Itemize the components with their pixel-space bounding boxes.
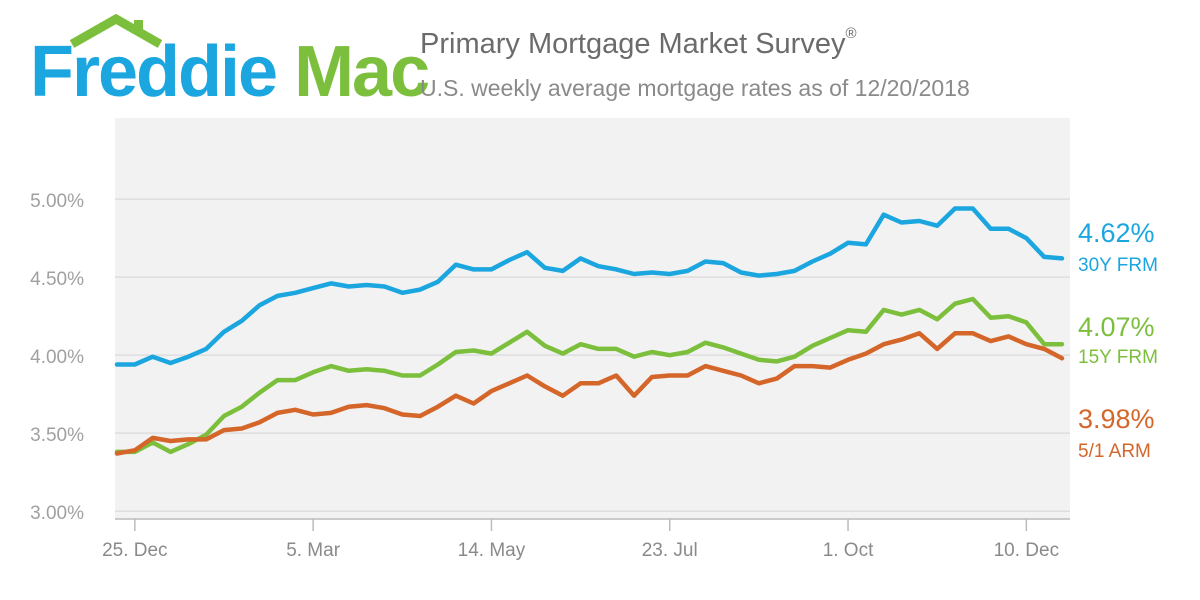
house-roof-icon — [69, 14, 163, 48]
y-tick-label: 5.00% — [30, 191, 84, 212]
logo-word-mac: Mac — [294, 32, 430, 112]
end-label-name-frm15: 15Y FRM — [1078, 347, 1158, 368]
end-label-value-arm51: 3.98% — [1078, 404, 1155, 434]
x-axis-ticks: 25. Dec 5. Mar 14. May 23. Jul 1. Oct 10. Dec — [102, 519, 1059, 561]
x-tick-label: 5. Mar — [286, 540, 341, 561]
series-30y-frm-line — [114, 206, 1065, 367]
chart-title: Primary Mortgage Market Survey® — [420, 25, 857, 61]
end-label-name-arm51: 5/1 ARM — [1078, 441, 1151, 462]
logo-wordmark: Freddie Mac — [30, 32, 430, 112]
registered-mark: ® — [845, 25, 857, 43]
plot-area — [115, 118, 1070, 519]
end-label-value-frm30: 4.62% — [1078, 218, 1155, 248]
x-tick-label: 25. Dec — [102, 540, 167, 561]
y-axis-ticks: 3.00% 3.50% 4.00% 4.50% 5.00% — [30, 191, 84, 524]
series-lines — [114, 206, 1065, 456]
y-tick-label: 3.00% — [30, 503, 84, 524]
end-label-name-frm30: 30Y FRM — [1078, 255, 1158, 276]
y-tick-label: 4.50% — [30, 269, 84, 290]
chart-title-text: Primary Mortgage Market Survey — [420, 28, 846, 60]
x-tick-label: 23. Jul — [642, 540, 698, 561]
series-5-1-arm-line — [114, 331, 1065, 456]
end-label-value-frm15: 4.07% — [1078, 312, 1155, 342]
grid-lines — [115, 198, 1070, 512]
x-tick-label: 10. Dec — [994, 540, 1059, 561]
logo-word-freddie: Freddie — [30, 32, 278, 112]
freddie-mac-logo: Freddie Mac — [22, 14, 430, 112]
chart-subtitle: U.S. weekly average mortgage rates as of… — [420, 75, 970, 101]
y-tick-label: 3.50% — [30, 425, 84, 446]
y-tick-label: 4.00% — [30, 347, 84, 368]
series-15y-frm-line — [114, 296, 1065, 455]
x-tick-label: 14. May — [458, 540, 526, 561]
x-tick-label: 1. Oct — [823, 540, 874, 561]
